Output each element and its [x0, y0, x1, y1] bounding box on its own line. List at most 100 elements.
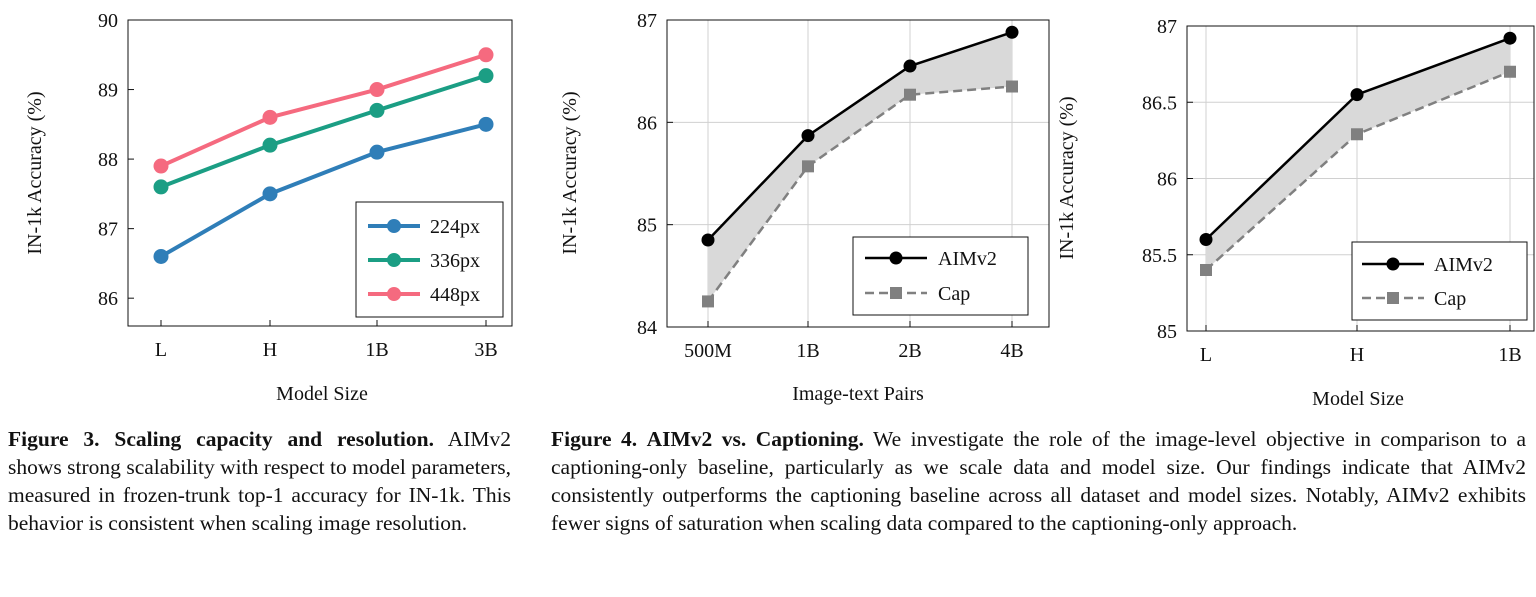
chart-3-marks [1199, 31, 1517, 276]
series-448px-point [369, 82, 385, 98]
y-tick-label: 85.5 [1142, 245, 1177, 267]
legend-aimv2-marker [889, 251, 903, 265]
series-336px-point [478, 68, 494, 84]
chart-3-ylabel: IN-1k Accuracy (%) [1056, 96, 1078, 259]
series-336px-line [160, 73, 487, 189]
x-tick-label: H [263, 339, 277, 361]
y-tick-label: 87 [1157, 16, 1177, 38]
legend-aimv2-label: AIMv2 [938, 248, 997, 270]
series-448px-point [262, 109, 278, 125]
series-336px-point [153, 179, 169, 195]
y-tick-label: 85 [1157, 321, 1177, 343]
figure-3-caption: Figure 3. Scaling capacity and resolutio… [8, 425, 511, 537]
series-448px-point [478, 47, 494, 63]
y-tick-label: 90 [98, 10, 118, 32]
legend-cap-marker [890, 287, 902, 299]
y-tick-label: 84 [637, 317, 657, 339]
y-tick-label: 85 [637, 215, 657, 237]
y-tick-label: 86.5 [1142, 92, 1177, 114]
series-448px-line [160, 52, 487, 168]
series-aimv2-point [1005, 25, 1019, 39]
x-tick-label: 3B [474, 339, 497, 361]
series-224px-point [478, 116, 494, 132]
chart-3-legend: AIMv2 Cap [1351, 241, 1528, 321]
series-224px-point [153, 248, 169, 264]
chart-3-xlabel: Model Size [1312, 388, 1404, 410]
series-aimv2-point [801, 129, 815, 143]
figure-3-label: Figure 3. [8, 427, 100, 451]
x-tick-label: H [1350, 344, 1364, 366]
y-tick-label: 89 [98, 80, 118, 102]
series-448px-point [153, 158, 169, 174]
y-tick-label: 88 [98, 149, 118, 171]
series-aimv2-point [1199, 233, 1213, 246]
x-tick-label: 4B [1000, 340, 1023, 362]
series-aimv2-line [707, 31, 1013, 241]
figures-canvas: 86 87 88 89 90 L H 1B 3B Model Size IN-1k Accura… [24, 10, 1535, 410]
legend-cap-marker [1387, 292, 1399, 304]
series-cap-point [1200, 264, 1212, 276]
chart-1-marks [153, 47, 494, 264]
chart-1-ylabel: IN-1k Accuracy (%) [24, 91, 46, 254]
chart-1-legend: 224px 336px 448px [355, 201, 504, 318]
y-tick-label: 86 [98, 288, 118, 310]
chart-1-tick-labels: 86 87 88 89 90 L H 1B 3B [98, 10, 498, 361]
legend-224px-marker [387, 219, 401, 233]
series-224px-point [369, 144, 385, 160]
figure-4-label: Figure 4. [551, 427, 638, 451]
series-224px-point [262, 186, 278, 202]
chart-2-legend-box [852, 236, 1029, 316]
series-aimv2-point [701, 233, 715, 247]
figure-3-text: AIMv2 shows strong scalability with resp… [8, 427, 511, 535]
series-cap-point [702, 295, 714, 308]
series-cap-point [904, 88, 916, 101]
legend-448px-marker [387, 287, 401, 301]
x-tick-label: 2B [898, 340, 921, 362]
series-336px-point [369, 102, 385, 118]
figure-4-caption: Figure 4. AIMv2 vs. Captioning. We inves… [551, 425, 1526, 537]
y-tick-label: 86 [1157, 169, 1177, 191]
series-cap-point [1006, 80, 1018, 93]
legend-cap-label: Cap [1434, 288, 1466, 310]
x-tick-label: 1B [365, 339, 388, 361]
figure-4-title: AIMv2 vs. Captioning. [646, 427, 864, 451]
chart-2-legend: AIMv2 Cap [852, 236, 1029, 316]
y-tick-label: 87 [98, 219, 118, 241]
chart-3-tick-labels: 85 85.5 86 86.5 87 L H 1B [1142, 16, 1522, 366]
series-aimv2-point [903, 59, 917, 73]
y-tick-label: 87 [637, 10, 657, 32]
gap-area [1206, 38, 1510, 271]
legend-336px-label: 336px [430, 250, 480, 272]
series-cap-point [1504, 65, 1516, 78]
series-aimv2-point [1503, 31, 1517, 45]
legend-aimv2-marker [1386, 257, 1400, 271]
series-aimv2-point [1350, 88, 1364, 102]
series-336px-point [262, 137, 278, 153]
chart-2-tick-labels: 84 85 86 87 500M 1B 2B 4B [637, 10, 1024, 362]
figure-3-title: Scaling capacity and resolution. [114, 427, 434, 451]
chart-2-ylabel: IN-1k Accuracy (%) [559, 91, 581, 254]
series-224px-line [160, 122, 487, 259]
x-tick-label: 1B [796, 340, 819, 362]
legend-448px-label: 448px [430, 284, 480, 306]
chart-2-axes-frame [666, 19, 1050, 328]
gap-area [708, 32, 1012, 302]
x-tick-label: L [1200, 344, 1212, 366]
x-tick-label: L [155, 339, 167, 361]
x-tick-label: 1B [1498, 344, 1521, 366]
x-tick-label: 500M [684, 340, 732, 362]
legend-224px-label: 224px [430, 216, 480, 238]
y-tick-label: 86 [637, 112, 657, 134]
chart-2-marks [701, 25, 1019, 308]
legend-cap-label: Cap [938, 283, 970, 305]
legend-aimv2-label: AIMv2 [1434, 254, 1493, 276]
chart-1-xlabel: Model Size [276, 383, 368, 405]
legend-336px-marker [387, 253, 401, 267]
figure-4-text: We investigate the role of the image-lev… [551, 427, 1526, 535]
series-cap-point [1351, 128, 1363, 141]
chart-1: 86 87 88 89 90 L H 1B 3B Model Size IN-1k Accura… [24, 10, 513, 405]
chart-2-xlabel: Image-text Pairs [792, 383, 924, 405]
series-cap-line [706, 85, 1013, 303]
series-cap-point [802, 160, 814, 173]
chart-3: 85 85.5 86 86.5 87 L H 1B Model Size IN-1k Accu… [1056, 16, 1535, 410]
